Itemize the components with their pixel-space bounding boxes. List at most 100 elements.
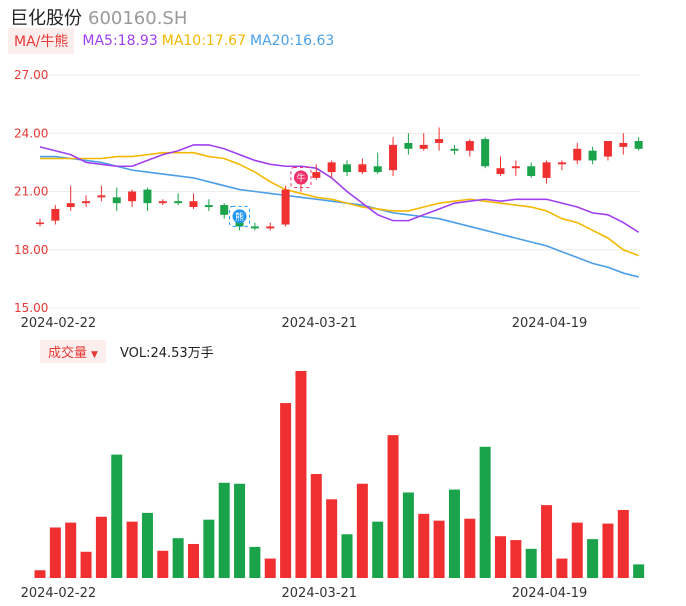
candle-body bbox=[158, 201, 167, 204]
volume-bar bbox=[479, 446, 491, 578]
candle-body bbox=[435, 139, 444, 143]
volume-bar bbox=[141, 512, 153, 578]
volume-bar bbox=[218, 482, 230, 578]
volume-legend: 成交量 ▼ VOL:24.53万手 bbox=[40, 339, 214, 363]
ma20-line bbox=[40, 155, 639, 278]
x-tick-label: 2024-04-19 bbox=[512, 316, 588, 331]
stock-name: 巨化股份 bbox=[10, 8, 82, 29]
volume-bar bbox=[510, 540, 522, 578]
y-tick-label: 24.00 bbox=[14, 126, 48, 140]
candle bbox=[450, 144, 459, 155]
stock-code: 600160.SH bbox=[88, 8, 188, 29]
volume-bar bbox=[34, 570, 46, 578]
volume-bar bbox=[203, 519, 215, 578]
candle-body bbox=[465, 141, 474, 151]
ma10-line bbox=[40, 151, 639, 257]
candle bbox=[128, 189, 137, 208]
badge-frame bbox=[290, 167, 312, 188]
volume-bar bbox=[249, 546, 261, 578]
volume-bar bbox=[157, 550, 169, 578]
candle-body bbox=[189, 201, 198, 208]
candle bbox=[527, 162, 536, 178]
volume-bar bbox=[65, 522, 77, 578]
volume-value: VOL:24.53万手 bbox=[119, 345, 214, 361]
volume-bar bbox=[310, 474, 322, 578]
candle bbox=[557, 160, 566, 171]
candle-body bbox=[281, 189, 290, 225]
candle bbox=[435, 127, 444, 151]
volume-indicator-label: 成交量 bbox=[48, 345, 88, 361]
volume-bar bbox=[295, 371, 307, 578]
volume-bar bbox=[587, 539, 599, 578]
candle bbox=[158, 199, 167, 206]
badge-circle bbox=[293, 170, 308, 185]
candle-body bbox=[250, 226, 259, 229]
candle bbox=[573, 142, 582, 165]
volume-bar bbox=[633, 564, 645, 578]
volume-bar bbox=[571, 522, 583, 578]
y-tick-label: 21.00 bbox=[14, 185, 48, 199]
ma5-label: MA5:18.93 bbox=[82, 33, 158, 49]
price-grid bbox=[30, 74, 640, 309]
candle-body bbox=[358, 164, 367, 173]
candle-body bbox=[404, 142, 413, 149]
y-tick-label: 27.00 bbox=[14, 68, 48, 82]
candle-body bbox=[82, 201, 91, 204]
stock-title: 巨化股份 600160.SH bbox=[10, 4, 187, 30]
candle-body bbox=[588, 150, 597, 161]
bear-badge-icon: 熊 bbox=[229, 205, 251, 227]
candle bbox=[496, 156, 505, 176]
volume-bar bbox=[172, 538, 184, 578]
candle-body bbox=[143, 189, 152, 204]
volume-bar bbox=[280, 403, 292, 578]
volume-bar bbox=[188, 543, 199, 578]
x-tick-label: 2024-04-19 bbox=[512, 586, 588, 601]
candle-body bbox=[573, 148, 582, 161]
candle-body bbox=[496, 168, 505, 175]
candle-body bbox=[204, 205, 213, 208]
candle bbox=[404, 133, 413, 155]
badge-text: 熊 bbox=[235, 211, 244, 223]
ma10-label: MA10:17.67 bbox=[161, 33, 247, 49]
candle bbox=[36, 218, 44, 227]
x-tick-label: 2024-03-21 bbox=[282, 586, 358, 601]
ma-selector-button[interactable]: MA/牛熊 bbox=[8, 28, 75, 54]
candle-body bbox=[481, 139, 490, 167]
candle-body bbox=[51, 208, 60, 221]
volume-bar bbox=[602, 523, 614, 578]
candle bbox=[112, 187, 121, 211]
candle-body bbox=[128, 191, 137, 202]
candle bbox=[542, 160, 551, 184]
candle-body bbox=[419, 144, 428, 149]
candle-body bbox=[557, 162, 566, 165]
candle bbox=[465, 139, 474, 157]
candle bbox=[603, 141, 612, 161]
caret-down-icon: ▼ bbox=[91, 349, 98, 360]
candle bbox=[250, 222, 259, 231]
candle-body bbox=[112, 197, 121, 204]
candle-body bbox=[343, 164, 351, 173]
volume-bar bbox=[464, 518, 476, 578]
candle bbox=[588, 146, 597, 165]
candle bbox=[281, 185, 290, 227]
volume-bar bbox=[418, 513, 430, 578]
candle bbox=[343, 160, 351, 176]
candle bbox=[204, 199, 213, 211]
candle-body bbox=[373, 166, 382, 173]
candle bbox=[481, 137, 490, 169]
ma-legend: MA/牛熊 MA5:18.93 MA10:17.67 MA20:16.63 bbox=[8, 28, 338, 54]
volume-bar bbox=[372, 521, 384, 578]
volume-bar bbox=[525, 548, 537, 578]
ma5-line bbox=[39, 144, 640, 233]
candle bbox=[358, 158, 367, 175]
badge-text: 牛 bbox=[296, 172, 305, 184]
volume-bar bbox=[495, 536, 506, 578]
price-axis-labels: 27.00 24.00 21.00 18.00 15.00 bbox=[14, 68, 48, 315]
volume-indicator-button[interactable]: 成交量 ▼ bbox=[40, 339, 106, 363]
volume-bar bbox=[556, 558, 568, 578]
signal-badges: 熊牛 bbox=[229, 167, 312, 227]
x-tick-label: 2024-02-22 bbox=[21, 586, 97, 601]
volume-bar bbox=[356, 483, 368, 578]
candle bbox=[51, 205, 60, 225]
